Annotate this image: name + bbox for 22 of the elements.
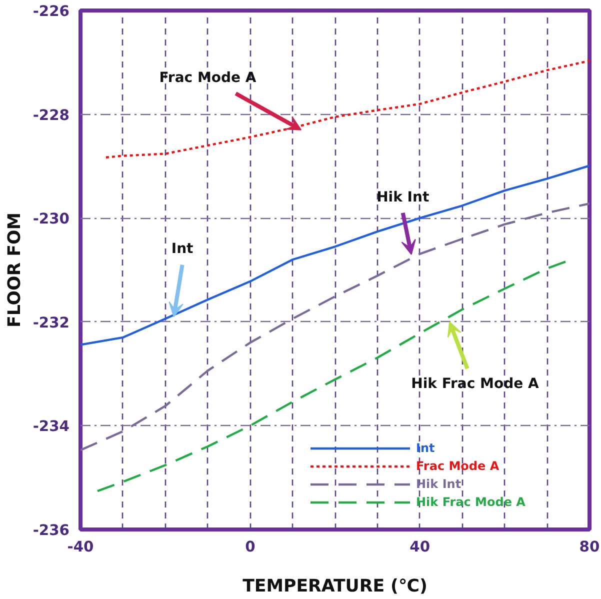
text: Hik Int bbox=[416, 477, 462, 491]
annotation: Int bbox=[171, 241, 194, 258]
text: Hik Frac Mode A bbox=[416, 495, 526, 509]
y-tick-label: -230 bbox=[32, 210, 70, 228]
y-axis-title: FLOOR FOM bbox=[4, 212, 25, 328]
text: Frac Mode A bbox=[416, 459, 500, 473]
y-tick-label: -232 bbox=[32, 314, 70, 332]
line-series bbox=[104, 60, 590, 158]
x-tick-label: -40 bbox=[67, 538, 94, 556]
x-tick-label: 80 bbox=[579, 538, 600, 556]
y-tick-label: -228 bbox=[32, 106, 70, 124]
text: Int bbox=[416, 441, 436, 455]
x-axis-title: TEMPERATURE (℃) bbox=[242, 576, 428, 596]
x-tick-label: 40 bbox=[410, 538, 430, 556]
annotation: Hik Int bbox=[376, 189, 430, 206]
line-series bbox=[80, 164, 590, 346]
y-tick-label: -236 bbox=[32, 522, 70, 539]
annotation: Hik Frac Mode A bbox=[411, 376, 539, 392]
x-tick-label: 0 bbox=[245, 538, 256, 556]
y-tick-label: -234 bbox=[32, 418, 70, 436]
y-tick-label: -226 bbox=[32, 3, 70, 20]
annotation: Frac Mode A bbox=[159, 70, 256, 86]
